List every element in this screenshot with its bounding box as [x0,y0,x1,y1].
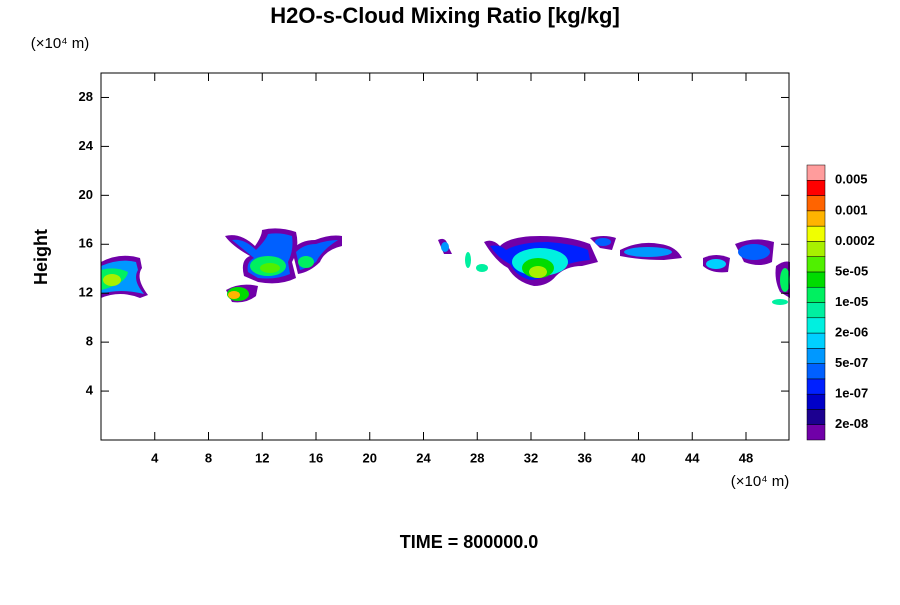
x-tick-label: 44 [685,450,700,465]
footer-text: TIME = 800000.0 [400,532,539,552]
y-tick-label: 16 [79,236,93,251]
contour-region [772,299,788,305]
contour-region [298,256,314,268]
y-tick-label: 8 [86,334,93,349]
colorbar-label: 0.005 [835,172,868,187]
colorbar-swatch [806,210,826,227]
x-tick-label: 36 [578,450,592,465]
colorbar-swatch [806,424,826,441]
contour-region [441,242,449,252]
colorbar-swatch [806,195,826,212]
colorbar-label: 2e-08 [835,416,868,431]
y-tick-label: 4 [86,383,94,398]
colorbar-swatch [806,164,826,181]
x-tick-label: 4 [151,450,159,465]
y-tick-label: 20 [79,187,93,202]
contour-region [465,252,471,268]
chart-title: H2O-s-Cloud Mixing Ratio [kg/kg] [270,3,620,28]
colorbar-label: 0.0002 [835,233,875,248]
contour-region [738,244,770,260]
colorbar-swatch [806,378,826,395]
colorbar-swatch [806,180,826,196]
x-tick-label: 20 [363,450,377,465]
colorbar-label: 5e-05 [835,263,868,278]
x-tick-label: 32 [524,450,538,465]
colorbar-swatch [806,241,826,257]
y-tick-label: 28 [79,89,93,104]
colorbar-swatch [806,302,826,319]
colorbar-swatch [806,363,826,380]
plot-frame [100,72,790,441]
contour-region [476,264,488,272]
colorbar-swatch [806,332,826,349]
contour-field [101,228,790,305]
contour-region [706,259,726,269]
y-tick-label: 24 [79,138,94,153]
x-tick-label: 40 [631,450,645,465]
contour-region [228,291,240,299]
y-axis-label: Height [31,229,51,285]
colorbar-swatch [806,225,826,242]
colorbar-swatch [806,286,826,303]
contour-region [624,247,672,257]
colorbar-swatch [806,409,826,425]
x-tick-label: 24 [416,450,431,465]
contour-region [260,263,280,273]
colorbar-label: 2e-06 [835,324,868,339]
colorbar-swatch [806,393,826,410]
colorbar-label: 1e-07 [835,386,868,401]
colorbar-swatch [806,317,826,334]
x-tick-label: 48 [739,450,753,465]
contour-region [595,238,611,246]
colorbar-swatch [806,271,826,288]
colorbar-label: 1e-05 [835,294,868,309]
x-tick-label: 8 [205,450,212,465]
x-tick-label: 28 [470,450,484,465]
colorbar-label: 0.001 [835,202,868,217]
colorbar-swatch [806,348,826,364]
contour-region [780,268,790,292]
x-tick-label: 12 [255,450,269,465]
y-unit-label: (×10⁴ m) [31,35,90,52]
contour-region [529,266,547,278]
colorbar-swatch [806,256,826,273]
x-tick-label: 16 [309,450,323,465]
colorbar-label: 5e-07 [835,355,868,370]
contour-region [103,274,121,286]
x-unit-label: (×10⁴ m) [731,473,790,490]
y-tick-label: 12 [79,285,93,300]
